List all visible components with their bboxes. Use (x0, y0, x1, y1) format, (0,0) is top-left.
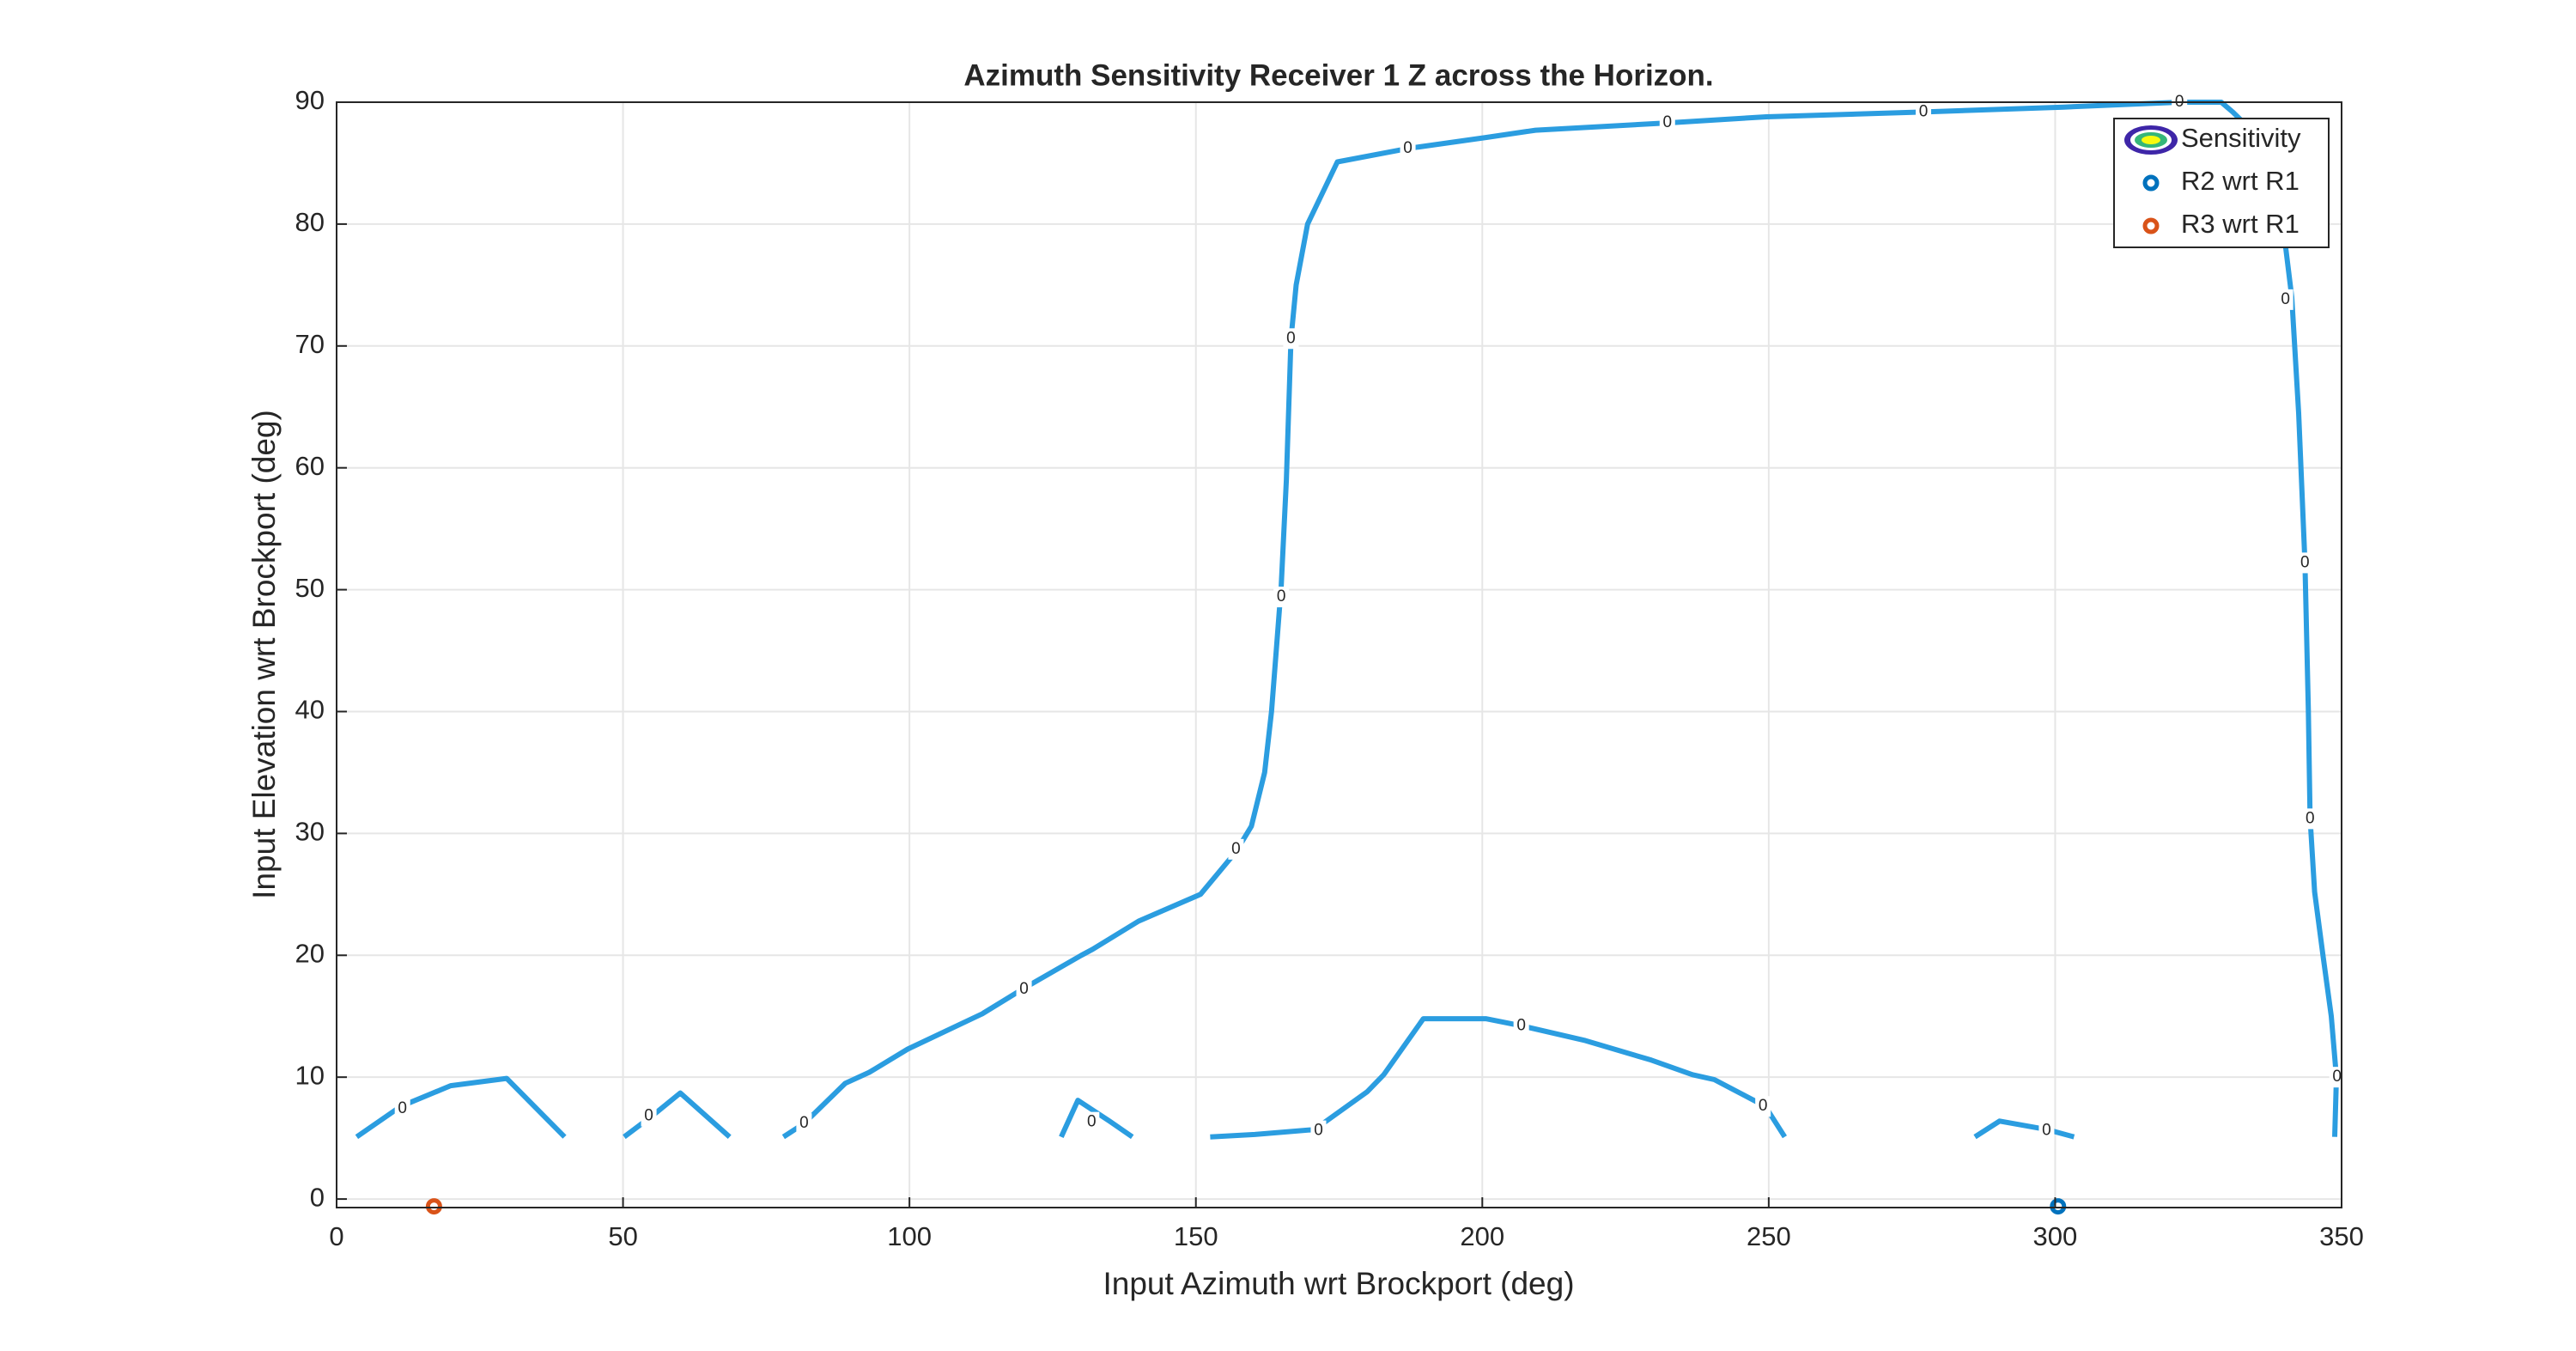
y-tick-label: 40 (295, 695, 325, 725)
contour-label: 0 (1231, 840, 1241, 858)
contour-label-bg (2297, 552, 2313, 574)
y-tick-label: 0 (310, 1182, 325, 1212)
legend-marker (2142, 217, 2160, 234)
scatter-point (2050, 1198, 2067, 1215)
y-tick-label: 20 (295, 938, 325, 968)
contour-label: 0 (1314, 1122, 1323, 1140)
contour-label: 0 (1277, 587, 1286, 606)
contour-label-bg (1755, 1096, 1771, 1117)
contour-label-bg (1400, 137, 1416, 159)
ticks: 0 50 100 150 200 250 300 350 0 10 20 30 40 50 60 70 80 90 (295, 85, 2364, 1251)
chart-title: Azimuth Sensitivity Receiver 1 Z across … (963, 58, 1713, 92)
contour-label: 0 (2300, 553, 2310, 571)
x-tick-label: 200 (1460, 1221, 1504, 1251)
y-tick-label: 90 (295, 85, 325, 115)
contour-label: 0 (1087, 1113, 1097, 1131)
contour-label-bg (1228, 838, 1244, 860)
contour-label: 0 (2332, 1068, 2342, 1086)
contour-label-bg (1659, 113, 1675, 134)
contour-label-bg (1283, 328, 1299, 350)
legend-label: Sensitivity (2181, 123, 2301, 153)
x-tick-label: 100 (887, 1221, 932, 1251)
x-tick-label: 300 (2033, 1221, 2078, 1251)
y-tick-label: 60 (295, 451, 325, 481)
y-tick-label: 10 (295, 1060, 325, 1090)
contour-label: 0 (398, 1099, 407, 1117)
legend-marker (2142, 174, 2160, 192)
scatter-point (425, 1198, 442, 1215)
y-axis-label: Input Elevation wrt Brockport (deg) (246, 410, 282, 899)
contour-label: 0 (2042, 1122, 2051, 1140)
x-tick-label: 250 (1747, 1221, 1791, 1251)
x-axis-label: Input Azimuth wrt Brockport (deg) (1103, 1266, 1574, 1301)
x-tick-label: 350 (2319, 1221, 2364, 1251)
y-tick-label: 80 (295, 207, 325, 237)
contour-label: 0 (1759, 1097, 1768, 1115)
contour-label-bg (641, 1105, 657, 1127)
contour-label: 0 (1019, 980, 1029, 998)
y-tick-label: 30 (295, 817, 325, 847)
legend-contour-icon (2142, 136, 2160, 144)
x-tick-label: 50 (608, 1221, 637, 1251)
axes-box (336, 101, 2342, 1208)
contour-label: 0 (799, 1114, 809, 1132)
y-tick-label: 50 (295, 573, 325, 603)
contour-label-bg (1016, 979, 1032, 1001)
contour-label-bg (1273, 587, 1290, 608)
y-tick-label: 70 (295, 329, 325, 359)
legend-label: R2 wrt R1 (2181, 166, 2300, 196)
contour-label-bg (2302, 808, 2318, 830)
contour-label-bg (2277, 289, 2293, 310)
contour-label-bg (1084, 1111, 1100, 1133)
contour-label-bg (2038, 1120, 2055, 1141)
contour-label: 0 (644, 1107, 653, 1125)
contour-label-bg (1310, 1120, 1327, 1141)
contour-label: 0 (1516, 1017, 1526, 1035)
contour-label-bg (1915, 101, 1931, 123)
contour-label: 0 (1662, 113, 1672, 131)
contour-label: 0 (1286, 329, 1296, 347)
contour-label-bg (796, 1113, 812, 1135)
legend-label: R3 wrt R1 (2181, 209, 2300, 239)
contour-label: 0 (1403, 139, 1413, 157)
contour-label: 0 (2306, 809, 2315, 827)
x-tick-label: 150 (1174, 1221, 1218, 1251)
contour-label: 0 (1919, 102, 1929, 120)
contour-label-bg (1513, 1015, 1529, 1037)
contour-label-bg (394, 1098, 410, 1120)
contour-label: 0 (2281, 290, 2290, 308)
x-tick-label: 0 (329, 1221, 343, 1251)
legend: Sensitivity R2 wrt R1 R3 wrt R1 (2113, 118, 2330, 248)
